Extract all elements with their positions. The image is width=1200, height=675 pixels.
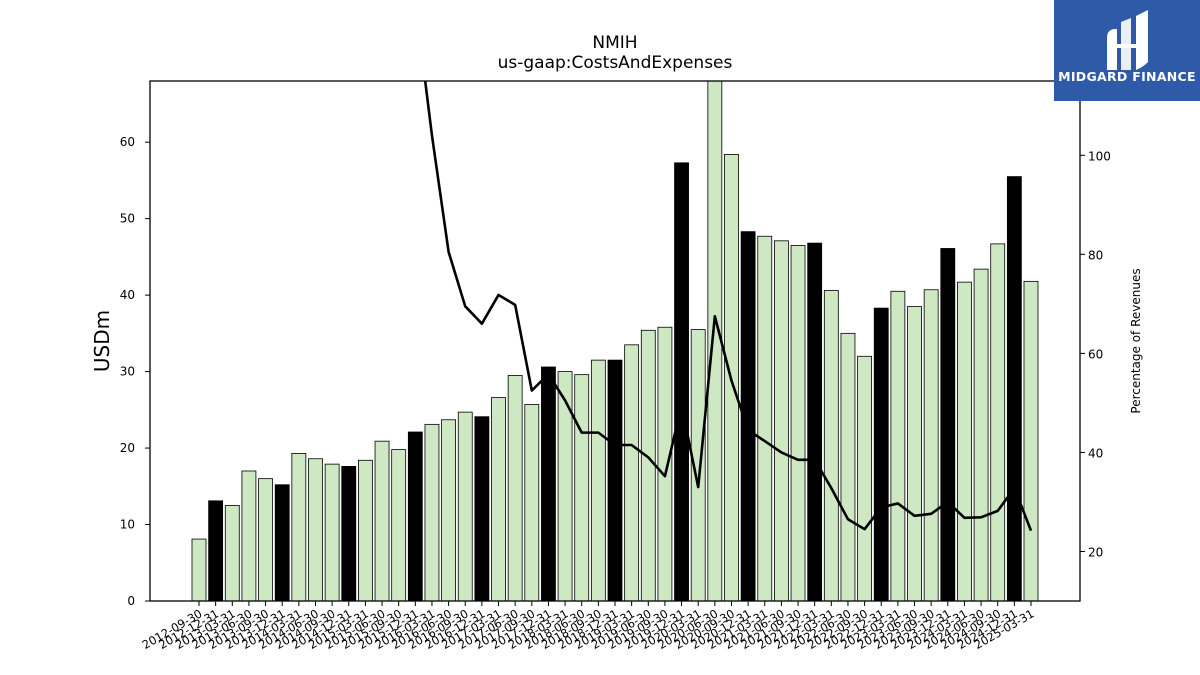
percentage-line [423,81,1033,532]
logo-mark-icon [1107,10,1148,70]
logo: MIDGARD FINANCE [1054,0,1200,101]
y-tick-label: 0 [127,594,135,608]
bar-2015-12-31 [407,431,423,601]
bar-2022-06-30 [840,332,856,601]
bar-2015-06-30 [374,440,390,601]
bar-2021-09-30 [790,245,806,601]
bar-2025-03-31 [1023,280,1039,601]
y-axis-right: 20 40 60 80 100 [1080,149,1111,559]
bar-2021-12-31 [807,242,823,601]
chart-title: NMIH [592,33,637,53]
bar-2017-09-30 [524,404,540,601]
y2-tick-label: 100 [1088,149,1111,163]
bar-2021-06-30 [774,240,789,601]
bar-2024-06-30 [973,268,989,601]
y-tick-label: 20 [120,441,135,455]
bar-2021-03-31 [757,235,773,601]
bar-2014-03-31 [291,453,307,601]
y2-tick-label: 80 [1088,248,1103,262]
bar-2012-12-31 [208,500,224,601]
bar-2022-03-31 [823,290,839,601]
bar-2014-09-30 [324,463,340,601]
y2-tick-label: 40 [1088,446,1103,460]
bar-2018-06-30 [574,374,590,601]
bar-2019-03-31 [624,344,640,601]
bar-2019-09-30 [657,326,673,601]
bar-2016-03-31 [424,423,440,601]
bar-2015-03-31 [357,459,373,601]
bar-2020-12-31 [740,231,756,601]
y2-axis-label: Percentage of Revenues [1129,268,1143,413]
bar-2017-06-30 [507,375,523,601]
bar-2022-09-30 [857,355,872,601]
bar-2017-12-31 [541,366,556,601]
bar-series [191,81,1039,601]
bar-2014-12-31 [341,466,357,601]
bar-2016-06-30 [441,419,457,601]
bar-2022-12-31 [873,307,889,601]
bar-2013-09-30 [258,478,273,601]
bar-2024-12-31 [1006,176,1022,601]
bar-2013-03-31 [224,505,240,601]
bar-2023-09-30 [923,289,939,601]
bar-2015-09-30 [391,449,407,601]
bar-2013-12-31 [274,484,290,601]
bar-2017-03-31 [491,397,506,601]
bar-2016-09-30 [457,411,473,601]
y-tick-label: 60 [120,135,135,149]
bar-2019-12-31 [674,162,689,601]
bar-2020-03-31 [690,329,706,601]
bar-2023-12-31 [940,248,956,601]
y2-tick-label: 20 [1088,545,1103,559]
bar-2024-03-31 [957,281,972,601]
bar-2018-12-31 [607,359,623,601]
bar-2014-06-30 [308,458,323,601]
y-tick-label: 40 [120,288,135,302]
bar-2023-03-31 [890,290,906,601]
bar-2012-09-30 [191,538,207,601]
bar-2018-09-30 [590,359,606,601]
y-tick-label: 50 [120,212,135,226]
bar-2018-03-31 [557,371,573,601]
bar-2013-06-30 [241,470,257,601]
y-axis-label: USDm [90,310,114,372]
line-series [423,81,1033,532]
bar-2023-06-30 [907,306,922,601]
logo-text: MIDGARD FINANCE [1058,69,1196,84]
y-tick-label: 30 [120,365,135,379]
bar-2016-12-31 [474,416,490,601]
y2-tick-label: 60 [1088,347,1103,361]
bar-2019-06-30 [640,329,656,601]
y-axis-left: 0 10 20 30 40 50 60 [120,135,150,608]
bar-2024-09-30 [990,243,1006,601]
chart-subtitle: us-gaap:CostsAndExpenses [498,53,733,73]
y-tick-label: 10 [120,518,135,532]
